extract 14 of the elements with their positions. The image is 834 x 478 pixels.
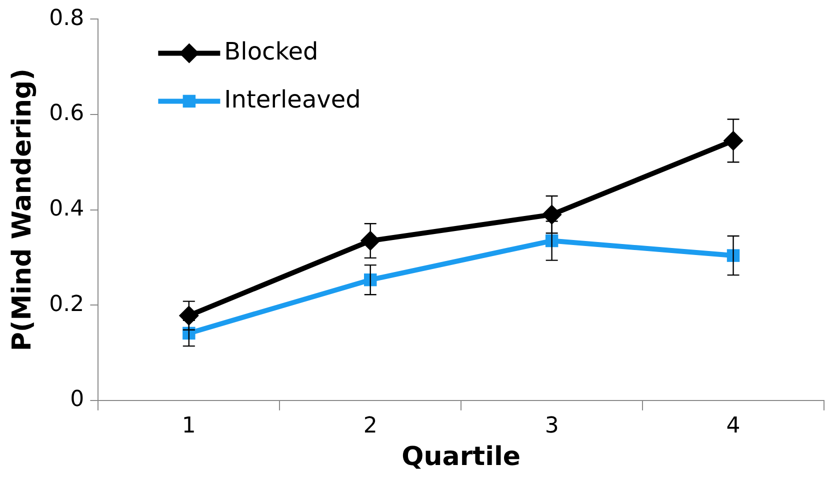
legend-label: Blocked [224, 37, 318, 66]
y-tick-label: 0 [70, 387, 84, 412]
y-axis-title: P(Mind Wandering) [7, 68, 38, 352]
y-tick-label: 0.4 [49, 196, 84, 222]
point [360, 230, 380, 251]
x-tick-label: 3 [544, 413, 559, 438]
x-tick-label: 1 [182, 413, 196, 438]
y-tick-label: 0.2 [49, 292, 84, 317]
x-tick-label: 2 [363, 413, 378, 438]
y-tick-label: 0.8 [49, 6, 84, 31]
y-tick-label: 0.6 [49, 101, 84, 126]
x-tick-label: 4 [726, 413, 740, 438]
x-axis-title: Quartile [402, 442, 521, 472]
legend-label: Interleaved [224, 85, 361, 114]
